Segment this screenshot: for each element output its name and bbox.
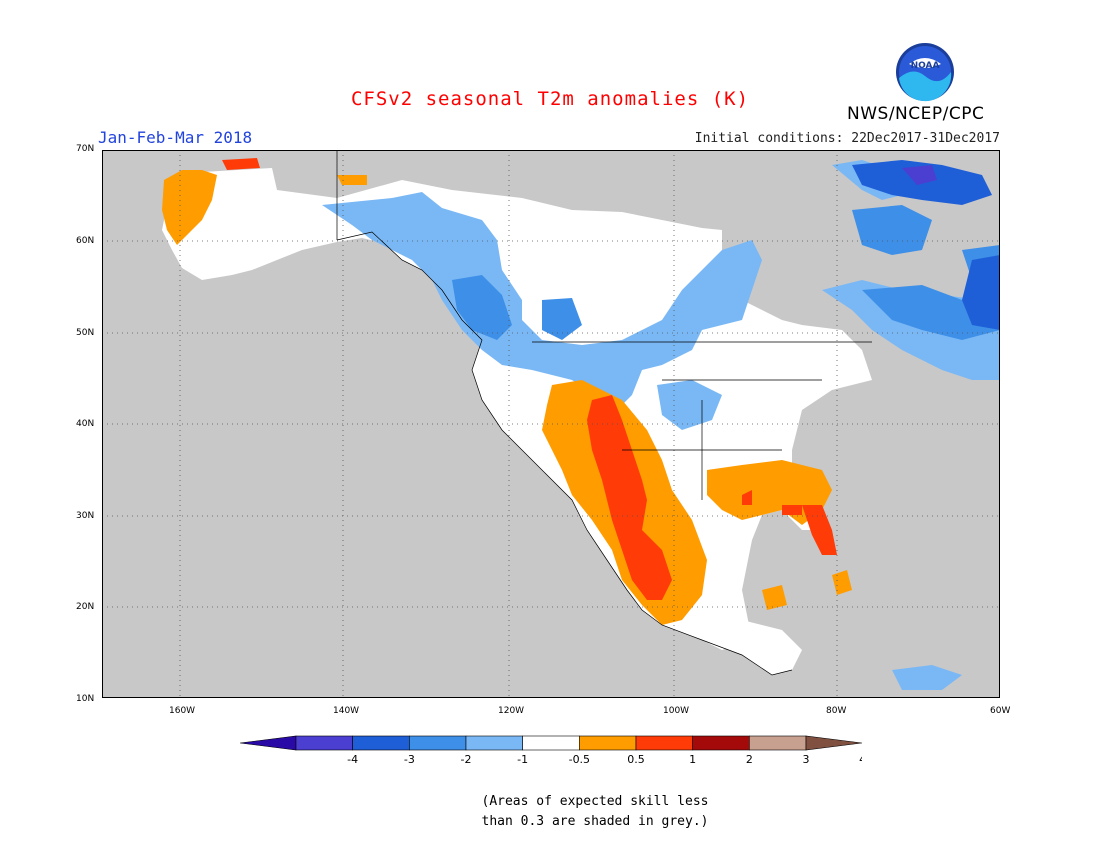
lon-label-60w: 60W <box>990 706 1011 716</box>
lat-label-60n: 60N <box>76 236 95 246</box>
lat-label-30n: 30N <box>76 511 95 521</box>
skill-note-line1: (Areas of expected skill less <box>481 794 709 809</box>
lon-label-140w: 140W <box>333 706 360 716</box>
colorbar-tick-label: -3 <box>404 753 415 766</box>
colorbar-tick-label: -4 <box>347 753 358 766</box>
colorbar-tick-label: 4 <box>859 753 862 766</box>
colorbar-box <box>409 735 467 751</box>
colorbar-tick-label: -0.5 <box>569 753 590 766</box>
anomaly-map <box>102 150 1000 698</box>
colorbar-box <box>692 735 750 751</box>
skill-note-line2: than 0.3 are shaded in grey.) <box>481 814 709 829</box>
chart-title: CFSv2 seasonal T2m anomalies (K) <box>350 88 750 110</box>
colorbar-box <box>579 735 637 751</box>
colorbar-box <box>295 735 353 751</box>
lat-label-50n: 50N <box>76 328 95 338</box>
map-frame <box>102 150 1000 698</box>
colorbar-tick-label: 2 <box>746 753 753 766</box>
colorbar-box <box>465 735 523 751</box>
colorbar-tick-label: -1 <box>517 753 528 766</box>
anomaly-blue <box>452 205 1000 340</box>
colorbar-tick-label: 3 <box>803 753 810 766</box>
lat-label-10n: 10N <box>76 694 95 704</box>
lat-label-70n: 70N <box>76 144 95 154</box>
anomaly-purple <box>902 165 937 185</box>
period-label: Jan-Feb-Mar 2018 <box>98 128 253 147</box>
lat-label-20n: 20N <box>76 602 95 612</box>
coastlines <box>336 150 872 676</box>
colorbar-min-arrow <box>240 735 297 751</box>
lon-label-160w: 160W <box>169 706 196 716</box>
agency-label: NWS/NCEP/CPC <box>847 104 985 124</box>
lon-label-80w: 80W <box>826 706 847 716</box>
colorbar-tick-label: 0.5 <box>627 753 645 766</box>
colorbar-box <box>749 735 807 751</box>
colorbar-box <box>635 735 693 751</box>
colorbar: -4 -3 -2 -1 -0.5 0.5 1 2 3 4 <box>240 735 862 766</box>
colorbar-box <box>352 735 410 751</box>
colorbar-max-arrow <box>805 735 862 751</box>
colorbar-tick-label: 1 <box>689 753 696 766</box>
initial-conditions-label: Initial conditions: 22Dec2017-31Dec2017 <box>694 131 1000 146</box>
noaa-logo: NOAA <box>896 43 954 102</box>
skill-note: (Areas of expected skill less than 0.3 a… <box>0 792 1100 832</box>
colorbar-tick-label: -2 <box>461 753 472 766</box>
anomaly-red-orange <box>222 158 837 600</box>
lon-label-120w: 120W <box>498 706 525 716</box>
lat-label-40n: 40N <box>76 419 95 429</box>
noaa-logo-text: NOAA <box>911 61 940 71</box>
colorbar-box <box>522 735 580 751</box>
lon-label-100w: 100W <box>663 706 690 716</box>
